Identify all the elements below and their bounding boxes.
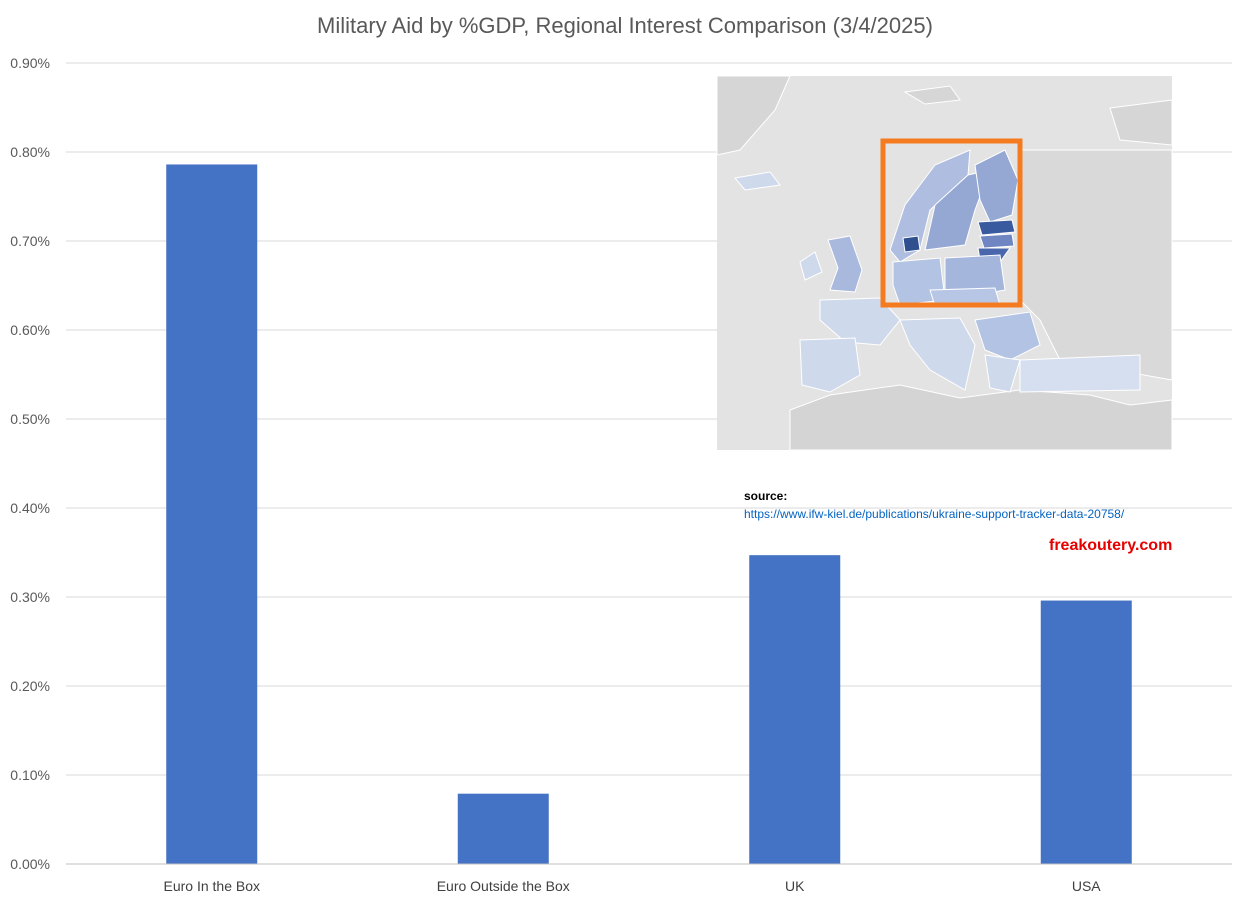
y-tick-label: 0.80% (10, 144, 50, 160)
y-tick-label: 0.60% (10, 322, 50, 338)
y-tick-label: 0.70% (10, 233, 50, 249)
source-link[interactable]: https://www.ifw-kiel.de/publications/ukr… (744, 507, 1125, 521)
x-tick-label: UK (785, 878, 805, 894)
x-tick-label: Euro Outside the Box (437, 878, 570, 894)
gridlines (66, 62, 1232, 776)
brand-watermark: freakoutery.com (1049, 537, 1172, 554)
bar-uk (749, 555, 841, 864)
chart-title: Military Aid by %GDP, Regional Interest … (317, 13, 933, 38)
y-axis-tick-labels: 0.00% 0.10% 0.20% 0.30% 0.40% 0.50% 0.60% 0.70%… (10, 55, 50, 872)
y-tick-label: 0.90% (10, 55, 50, 71)
y-tick-label: 0.30% (10, 589, 50, 605)
y-tick-label: 0.50% (10, 411, 50, 427)
x-axis-category-labels: Euro In the Box Euro Outside the Box UK USA (163, 878, 1101, 894)
source-label: source: (744, 489, 787, 503)
x-tick-label: USA (1072, 878, 1101, 894)
bars (166, 164, 1132, 864)
europe-map-icon (716, 75, 1173, 451)
y-tick-label: 0.10% (10, 767, 50, 783)
y-tick-label: 0.20% (10, 678, 50, 694)
bar-euro-outside-the-box (457, 793, 549, 864)
bar-usa (1040, 600, 1132, 864)
x-tick-label: Euro In the Box (163, 878, 260, 894)
y-tick-label: 0.40% (10, 500, 50, 516)
y-tick-label: 0.00% (10, 856, 50, 872)
bar-euro-in-the-box (166, 164, 258, 864)
